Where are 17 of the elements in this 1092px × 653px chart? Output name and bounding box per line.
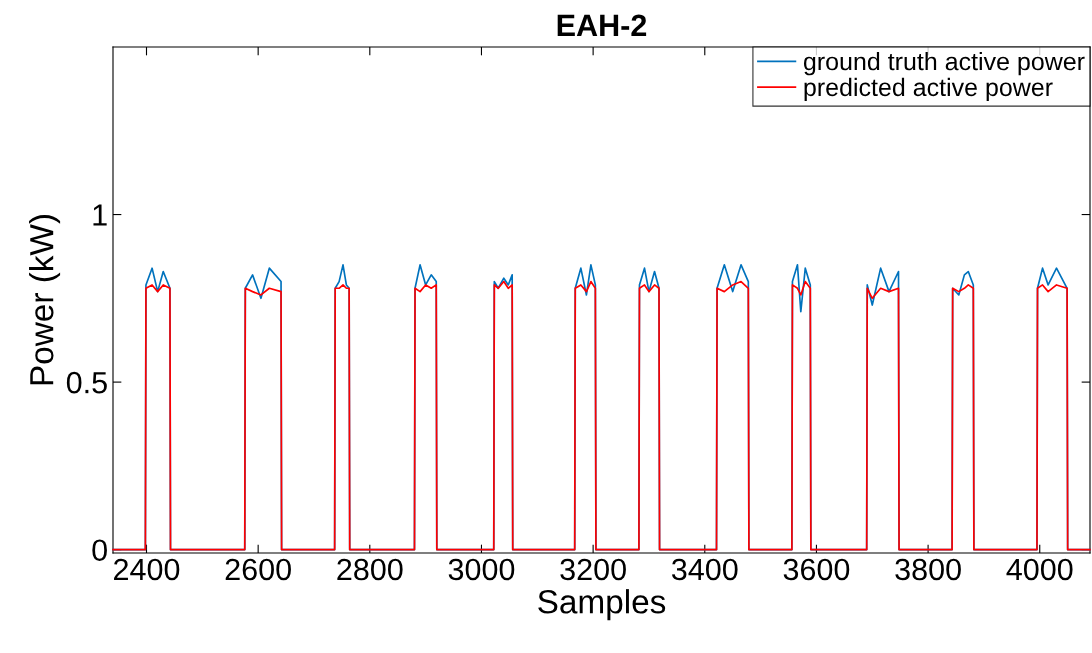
x-tick-label: 3200 [560,558,626,581]
x-tick-label: 3600 [783,558,850,581]
x-axis-title: Samples [538,589,666,621]
y-tick-label: 1 [93,204,107,226]
y-tick-label: 0 [92,539,107,562]
y-tick-label: 0.5 [66,371,107,394]
x-tick-label: 3800 [895,558,961,581]
x-tick-label: 2800 [337,558,403,581]
legend-label: predicted active power [804,77,1053,102]
x-tick-label: 3400 [671,558,738,581]
legend-label: ground truth active power [803,52,1085,76]
x-tick-label: 2400 [114,558,180,581]
y-axis-title: Power (kW) [29,215,61,385]
x-tick-label: 3000 [448,558,515,581]
x-tick-label: 2600 [225,558,291,581]
x-tick-label: 4000 [1006,558,1073,581]
chart-title: EAH-2 [557,14,647,36]
